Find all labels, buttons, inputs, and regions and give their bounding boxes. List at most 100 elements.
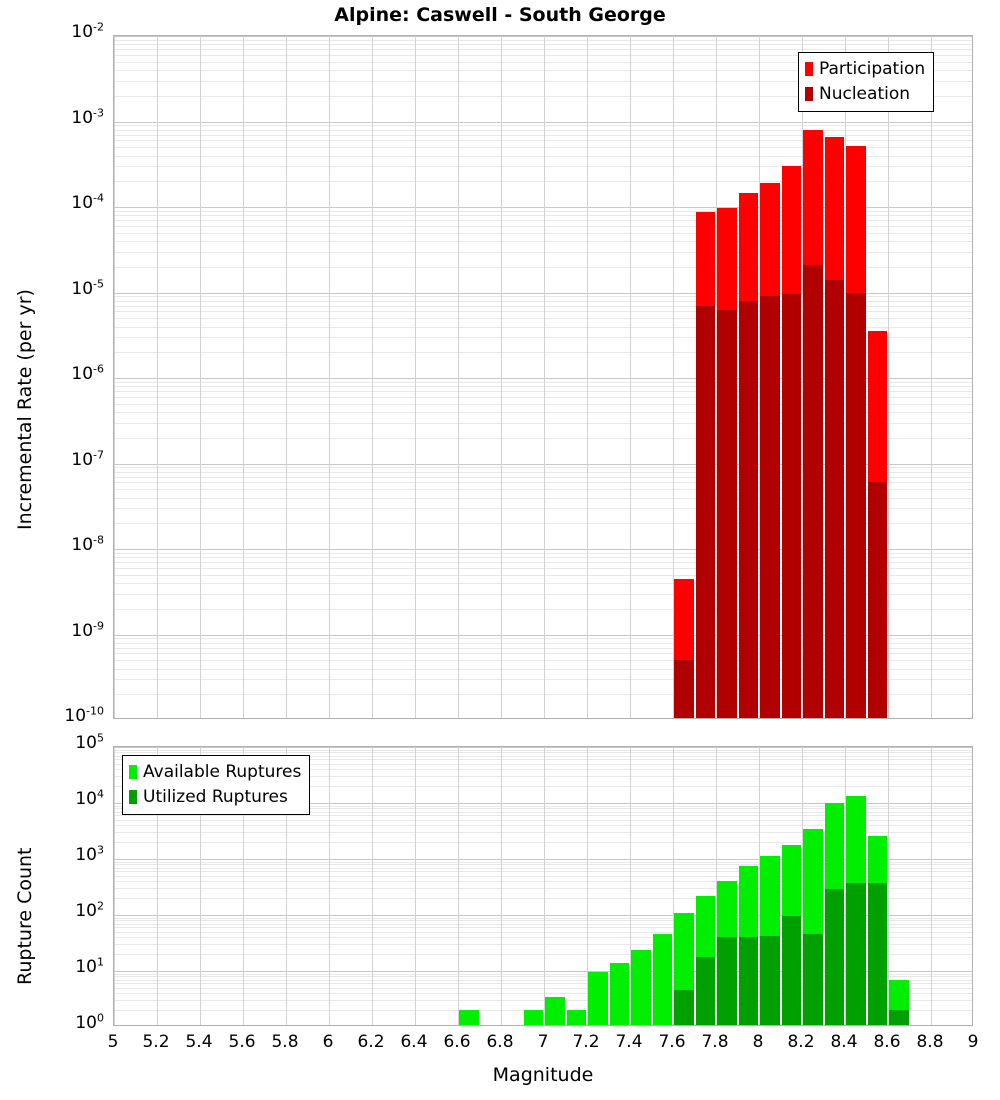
y-tick-label-bottom: 104 xyxy=(75,787,104,809)
grid-line-minor xyxy=(114,927,972,928)
grid-line-minor xyxy=(114,871,972,872)
grid-line-minor xyxy=(114,983,972,984)
grid-line-minor xyxy=(114,980,972,981)
bar-nucleation xyxy=(803,264,823,718)
grid-line-minor xyxy=(114,327,972,328)
legend-swatch-utilized-ruptures xyxy=(129,789,137,804)
grid-line-minor xyxy=(114,594,972,595)
grid-line-minor xyxy=(114,864,972,865)
grid-line-minor xyxy=(114,776,972,777)
grid-line-minor xyxy=(114,215,972,216)
y-tick-label-top: 10-2 xyxy=(71,20,104,42)
grid-line-vertical xyxy=(415,747,416,1025)
legend-swatch-available-ruptures xyxy=(129,765,137,780)
grid-line-minor xyxy=(114,812,972,813)
grid-line-minor xyxy=(114,881,972,882)
grid-line-minor xyxy=(114,815,972,816)
y-tick-label-top: 10-6 xyxy=(71,362,104,384)
grid-line-minor xyxy=(114,575,972,576)
grid-line-minor xyxy=(114,944,972,945)
grid-line-minor xyxy=(114,156,972,157)
grid-line-major xyxy=(114,122,972,123)
grid-line-minor xyxy=(114,267,972,268)
grid-line-major xyxy=(114,293,972,294)
x-tick-label: 5.4 xyxy=(185,1032,213,1052)
y-tick-label-bottom: 101 xyxy=(75,955,104,977)
grid-line-minor xyxy=(114,477,972,478)
bottom-y-axis-label: Rupture Count xyxy=(14,847,36,986)
grid-line-vertical xyxy=(501,36,502,718)
grid-line-minor xyxy=(114,825,972,826)
x-tick-label: 7.8 xyxy=(701,1032,729,1052)
grid-line-minor xyxy=(114,40,972,41)
grid-line-major xyxy=(114,464,972,465)
y-tick-label-top: 10-5 xyxy=(71,276,104,299)
grid-line-vertical xyxy=(286,747,287,1025)
bar-utilized-ruptures xyxy=(867,883,887,1025)
legend-label-participation: Participation xyxy=(819,59,926,79)
grid-line-minor xyxy=(114,769,972,770)
grid-line-minor xyxy=(114,220,972,221)
x-tick-label: 7.6 xyxy=(658,1032,686,1052)
x-tick-label: 6.8 xyxy=(486,1032,514,1052)
grid-line-major xyxy=(114,207,972,208)
page-title: Alpine: Caswell - South George xyxy=(334,4,666,26)
y-tick-label-top: 10-8 xyxy=(71,533,104,555)
x-tick-label: 5.8 xyxy=(271,1032,299,1052)
grid-line-vertical xyxy=(286,36,287,718)
grid-line-minor xyxy=(114,241,972,242)
bar-available-ruptures xyxy=(459,1010,479,1025)
grid-line-minor xyxy=(114,832,972,833)
grid-line-minor xyxy=(114,391,972,392)
grid-line-minor xyxy=(114,226,972,227)
legend-label-utilized-ruptures: Utilized Ruptures xyxy=(143,786,288,807)
grid-line-minor xyxy=(114,643,972,644)
bar-available-ruptures xyxy=(631,949,651,1025)
grid-line-minor xyxy=(114,397,972,398)
grid-line-minor xyxy=(114,583,972,584)
grid-line-vertical xyxy=(372,36,373,718)
grid-line-minor xyxy=(114,553,972,554)
grid-line-minor xyxy=(114,96,972,97)
legend-swatch-nucleation xyxy=(805,86,813,101)
grid-line-minor xyxy=(114,412,972,413)
grid-line-minor xyxy=(114,876,972,877)
bar-utilized-ruptures xyxy=(824,889,844,1025)
grid-line-minor xyxy=(114,568,972,569)
grid-line-minor xyxy=(114,472,972,473)
grid-line-vertical xyxy=(716,747,717,1025)
grid-line-vertical xyxy=(587,36,588,718)
grid-line-minor xyxy=(114,862,972,863)
grid-line-minor xyxy=(114,638,972,639)
grid-line-minor xyxy=(114,352,972,353)
grid-line-minor xyxy=(114,993,972,994)
grid-line-minor xyxy=(114,523,972,524)
grid-line-vertical xyxy=(759,747,760,1025)
y-tick-label-top: 10-4 xyxy=(71,191,104,213)
grid-line-minor xyxy=(114,81,972,82)
legend-label-available-ruptures: Available Ruptures xyxy=(143,762,302,782)
grid-line-vertical xyxy=(114,36,115,718)
x-tick-label: 9 xyxy=(967,1032,979,1052)
x-tick-label: 6 xyxy=(322,1032,334,1052)
bar-utilized-ruptures xyxy=(803,934,823,1025)
x-tick-label: 7.4 xyxy=(615,1032,643,1052)
grid-line-vertical xyxy=(587,747,588,1025)
grid-line-vertical xyxy=(544,36,545,718)
grid-line-minor xyxy=(114,679,972,680)
grid-line-vertical xyxy=(845,747,846,1025)
grid-line-minor xyxy=(114,954,972,955)
y-tick-label-top: 10-9 xyxy=(71,618,104,641)
grid-line-minor xyxy=(114,808,972,809)
grid-line-vertical xyxy=(802,747,803,1025)
grid-line-minor xyxy=(114,648,972,649)
bar-nucleation xyxy=(695,305,715,718)
legend-label-nucleation: Nucleation xyxy=(819,83,911,104)
grid-line-minor xyxy=(114,438,972,439)
grid-line-vertical xyxy=(200,747,201,1025)
grid-line-minor xyxy=(114,140,972,141)
grid-line-minor xyxy=(114,932,972,933)
grid-line-minor xyxy=(114,467,972,468)
grid-line-vertical xyxy=(888,36,889,718)
grid-line-minor xyxy=(114,211,972,212)
